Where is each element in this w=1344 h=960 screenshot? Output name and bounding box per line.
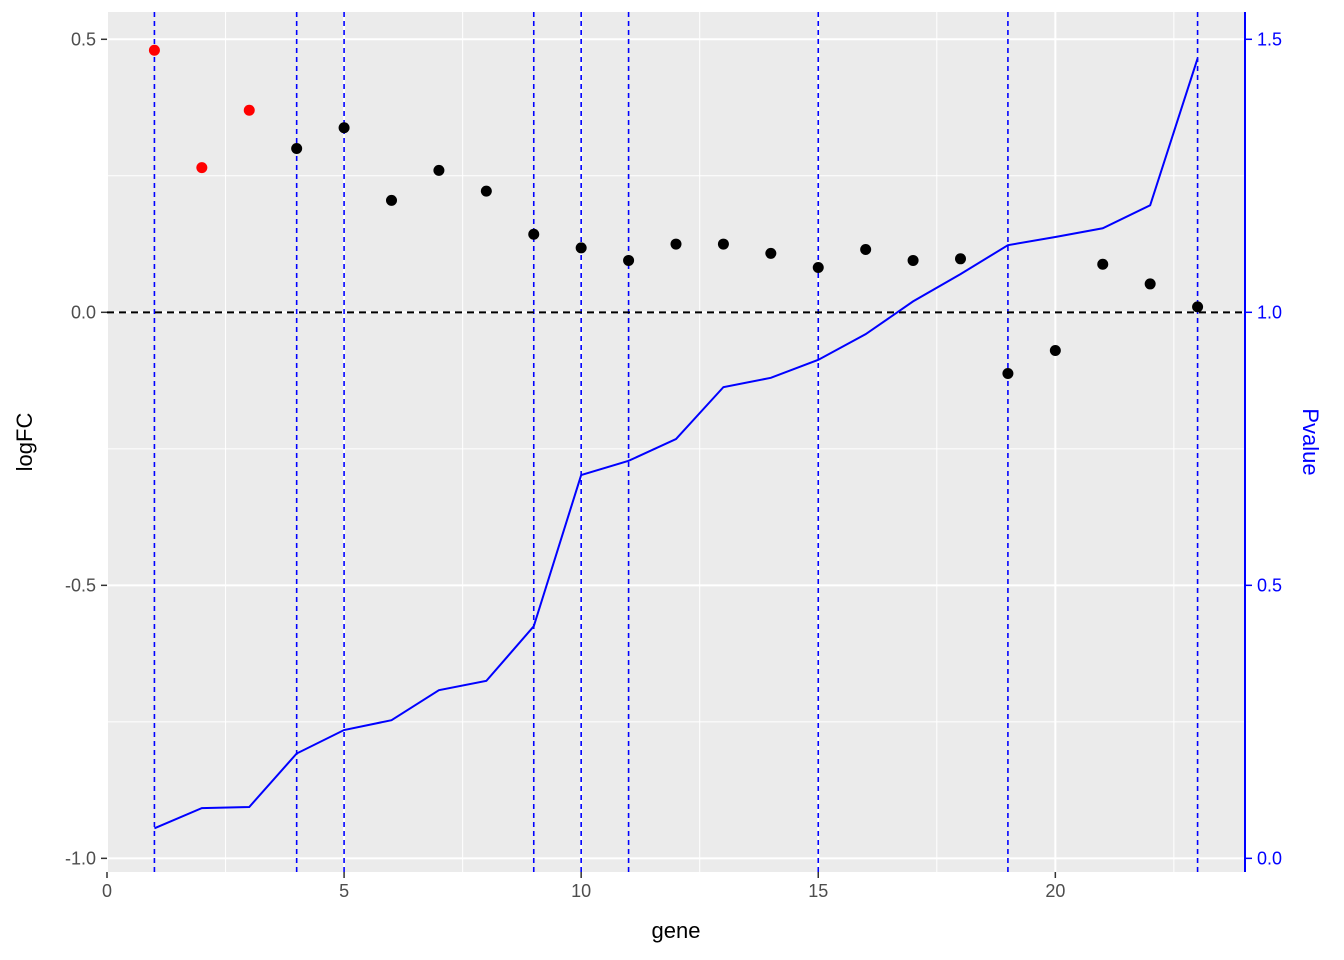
x-axis-tick-label: 5 (339, 881, 349, 901)
x-axis-tick-label: 20 (1045, 881, 1065, 901)
x-axis-tick-label: 15 (808, 881, 828, 901)
logfc-point (765, 247, 777, 259)
x-axis-tick-label: 10 (571, 881, 591, 901)
y-axis-tick-label: -1.0 (65, 848, 96, 868)
y-axis-right-tick-label: 0.5 (1257, 575, 1282, 595)
y-axis-right-tick-label: 0.0 (1257, 848, 1282, 868)
y-axis-right-title: Pvalue (1298, 408, 1323, 475)
logfc-point (575, 242, 587, 254)
y-axis-right-tick-label: 1.0 (1257, 302, 1282, 322)
y-axis-right-tick-label: 1.5 (1257, 29, 1282, 49)
logfc-point (386, 194, 397, 206)
logfc-point (623, 254, 635, 266)
logfc-point-highlight (148, 44, 160, 56)
y-axis-title: logFC (12, 413, 37, 472)
logfc-point (1144, 278, 1156, 290)
y-axis-tick-label: -0.5 (65, 575, 96, 595)
y-axis-tick-label: 0.0 (71, 302, 96, 322)
logfc-point (291, 143, 303, 155)
logfc-point (1002, 367, 1014, 379)
logfc-point (1192, 301, 1204, 313)
logfc-point-highlight (243, 104, 255, 116)
x-axis-tick-label: 0 (102, 881, 112, 901)
logfc-point (812, 262, 824, 274)
logfc-point (338, 122, 350, 134)
pvalue-line (154, 58, 1199, 830)
logfc-point (907, 254, 919, 266)
axes: 0.5 0.0 -0.5 -1.0 0 5 10 15 20 1.5 1.0 0.5 0.0 (65, 12, 1282, 901)
logfc-point (528, 228, 540, 240)
logfc-point (860, 244, 872, 256)
logfc-point (717, 238, 729, 250)
y-axis-tick-label: 0.5 (71, 29, 96, 49)
plot-panel (107, 12, 1245, 872)
x-axis-title: gene (652, 918, 701, 943)
logfc-point (480, 185, 492, 197)
logfc-point (1097, 258, 1109, 270)
logfc-point (955, 253, 966, 265)
logfc-point (1049, 345, 1061, 357)
logfc-point (670, 238, 682, 250)
logfc-point-highlight (196, 162, 208, 174)
plot-area (106, 12, 1245, 872)
logfc-point (433, 164, 445, 176)
